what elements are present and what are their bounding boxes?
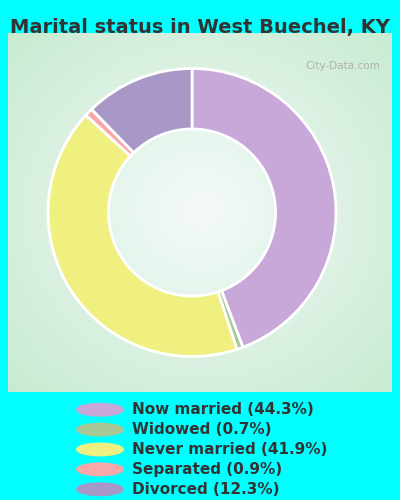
Wedge shape bbox=[86, 110, 134, 156]
Circle shape bbox=[77, 404, 123, 416]
Text: Widowed (0.7%): Widowed (0.7%) bbox=[132, 422, 272, 437]
Text: Separated (0.9%): Separated (0.9%) bbox=[132, 462, 282, 477]
Text: Never married (41.9%): Never married (41.9%) bbox=[132, 442, 327, 457]
Wedge shape bbox=[218, 290, 243, 350]
Circle shape bbox=[77, 424, 123, 436]
Text: Divorced (12.3%): Divorced (12.3%) bbox=[132, 482, 280, 497]
Circle shape bbox=[77, 443, 123, 456]
Circle shape bbox=[77, 483, 123, 496]
Wedge shape bbox=[92, 68, 192, 152]
Text: City-Data.com: City-Data.com bbox=[306, 62, 380, 72]
Wedge shape bbox=[192, 68, 336, 347]
Text: Marital status in West Buechel, KY: Marital status in West Buechel, KY bbox=[10, 18, 390, 36]
Wedge shape bbox=[48, 115, 237, 356]
Text: Now married (44.3%): Now married (44.3%) bbox=[132, 402, 314, 417]
Circle shape bbox=[77, 463, 123, 475]
